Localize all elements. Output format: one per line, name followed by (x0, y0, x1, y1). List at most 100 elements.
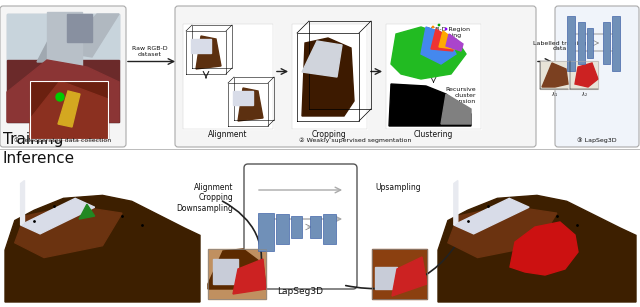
Bar (438, 154, 636, 302)
Bar (183, 24, 273, 129)
Point (434, 22, 444, 27)
Text: Cropping: Cropping (312, 130, 347, 139)
Text: RGB-D Region
Growing: RGB-D Region Growing (426, 27, 470, 38)
Polygon shape (58, 91, 80, 127)
Bar (540, 61, 598, 89)
Bar (67, 14, 92, 42)
Polygon shape (421, 27, 456, 64)
Point (572, 223, 582, 227)
Polygon shape (30, 81, 108, 139)
Polygon shape (391, 27, 466, 79)
Polygon shape (302, 38, 354, 116)
Point (136, 223, 147, 227)
Polygon shape (454, 198, 529, 234)
FancyBboxPatch shape (0, 6, 126, 147)
FancyBboxPatch shape (175, 6, 536, 147)
Point (428, 25, 438, 29)
Polygon shape (79, 204, 95, 219)
Polygon shape (441, 94, 471, 124)
Bar (587, 28, 593, 58)
Bar (191, 39, 211, 53)
Point (552, 214, 562, 219)
Polygon shape (302, 41, 342, 77)
Text: ① Teleoperated data collection: ① Teleoperated data collection (14, 138, 111, 143)
Text: Training: Training (3, 132, 63, 147)
Bar (603, 22, 610, 64)
Bar (213, 259, 238, 284)
Bar (292, 24, 367, 129)
Polygon shape (389, 84, 471, 126)
Bar (372, 249, 427, 299)
Text: Alignment
Cropping
Downsampling: Alignment Cropping Downsampling (176, 183, 233, 213)
Bar (233, 91, 253, 105)
Text: Raw RGB-D
dataset: Raw RGB-D dataset (132, 46, 168, 56)
Bar (7, 14, 119, 62)
Bar (292, 24, 367, 129)
Bar (386, 24, 481, 129)
Point (441, 26, 451, 31)
Polygon shape (37, 14, 72, 62)
Text: LapSeg3D: LapSeg3D (278, 287, 323, 296)
Bar (276, 214, 289, 244)
Text: Upsampling: Upsampling (375, 183, 421, 192)
Text: Recursive
cluster
expansion: Recursive cluster expansion (444, 87, 476, 103)
Polygon shape (392, 257, 427, 296)
Bar (7, 60, 119, 122)
Point (49, 203, 59, 208)
Polygon shape (7, 60, 119, 122)
Polygon shape (62, 14, 119, 57)
Point (483, 203, 493, 208)
Polygon shape (438, 195, 636, 302)
Polygon shape (5, 195, 200, 302)
Bar (375, 267, 397, 289)
Polygon shape (20, 181, 24, 225)
Text: ③ LapSeg3D: ③ LapSeg3D (577, 138, 617, 143)
Text: ② Weakly supervised segmentation: ② Weakly supervised segmentation (300, 138, 412, 143)
Text: Clustering: Clustering (414, 130, 453, 139)
Text: $\lambda_2$: $\lambda_2$ (580, 90, 588, 99)
Polygon shape (208, 249, 266, 289)
Polygon shape (542, 63, 568, 87)
Bar (7, 14, 119, 122)
Polygon shape (575, 63, 598, 87)
Bar (208, 249, 266, 299)
Bar (386, 24, 481, 129)
Bar (208, 249, 266, 299)
FancyBboxPatch shape (555, 6, 639, 147)
Bar (578, 22, 585, 64)
Point (117, 214, 127, 219)
Point (463, 218, 473, 223)
Bar (30, 81, 108, 139)
Text: Labelled training
data: Labelled training data (533, 41, 587, 52)
Bar (258, 213, 274, 251)
Bar (183, 24, 273, 129)
Point (29, 218, 40, 223)
Bar (372, 249, 427, 299)
Polygon shape (446, 34, 463, 51)
Polygon shape (431, 29, 453, 51)
Bar (323, 214, 336, 244)
Polygon shape (15, 206, 122, 258)
Polygon shape (233, 259, 266, 294)
FancyBboxPatch shape (244, 164, 357, 289)
Polygon shape (510, 222, 578, 275)
Text: $\lambda_1$: $\lambda_1$ (550, 90, 557, 99)
Polygon shape (238, 88, 263, 121)
Bar (291, 216, 302, 238)
Polygon shape (454, 181, 458, 225)
Bar (612, 15, 620, 71)
Polygon shape (448, 206, 557, 258)
Polygon shape (196, 36, 221, 69)
Text: Alignment: Alignment (208, 130, 248, 139)
Bar (30, 81, 108, 139)
Bar (570, 61, 598, 89)
Bar (5, 154, 200, 302)
Circle shape (56, 93, 64, 101)
Text: Inference: Inference (3, 151, 75, 166)
Bar (540, 61, 568, 89)
Polygon shape (20, 198, 95, 234)
Bar (47, 12, 82, 67)
Polygon shape (439, 31, 456, 49)
Bar (567, 15, 575, 71)
Bar (310, 216, 321, 238)
